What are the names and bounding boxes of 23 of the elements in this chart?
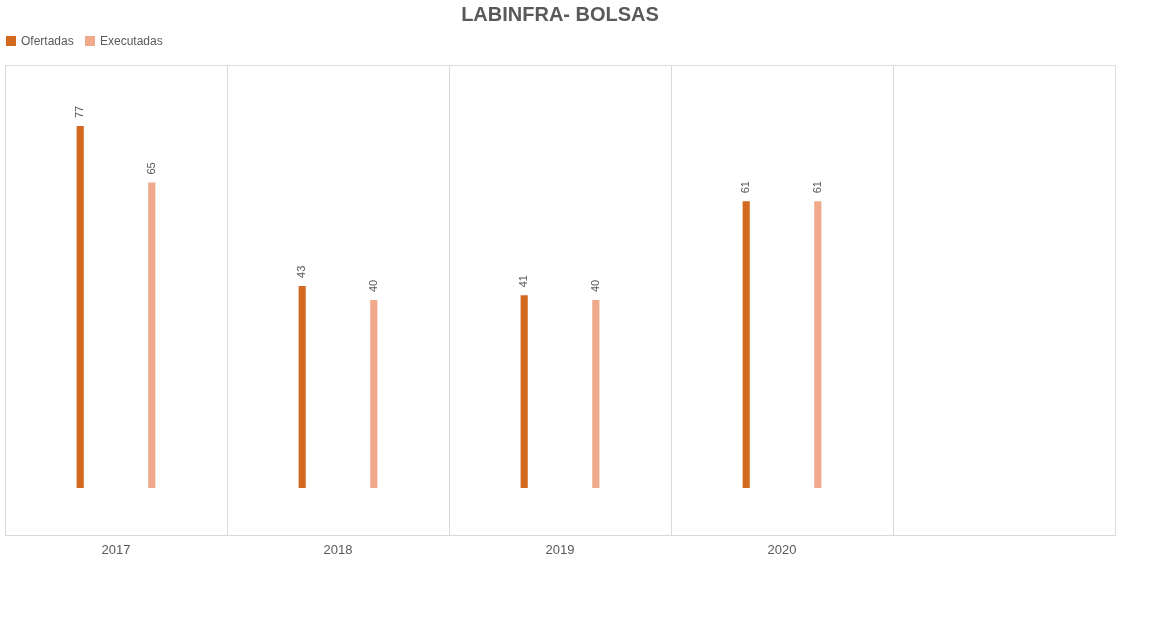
bar — [298, 285, 306, 488]
data-label: 61 — [739, 181, 752, 194]
data-label: 77 — [73, 105, 86, 119]
bar — [148, 182, 156, 488]
x-tick-label: 2017 — [101, 541, 131, 557]
bar — [814, 201, 822, 488]
data-label: 41 — [517, 275, 530, 288]
bar — [592, 300, 600, 488]
bar — [370, 300, 378, 488]
data-label: 43 — [295, 265, 308, 278]
x-tick-label: 2020 — [767, 541, 797, 557]
legend-label: Executadas — [100, 34, 163, 48]
data-label: 65 — [144, 162, 157, 175]
data-label: 40 — [366, 279, 379, 292]
x-tick-label: 2018 — [323, 541, 353, 557]
data-label: 61 — [810, 181, 823, 194]
data-label: 40 — [588, 279, 601, 292]
legend-label: Ofertadas — [21, 34, 74, 48]
chart-title: LABINFRA- BOLSAS — [461, 3, 659, 25]
bar — [742, 201, 750, 488]
bar — [520, 295, 528, 488]
bar — [76, 126, 84, 488]
x-tick-label: 2019 — [545, 541, 575, 557]
